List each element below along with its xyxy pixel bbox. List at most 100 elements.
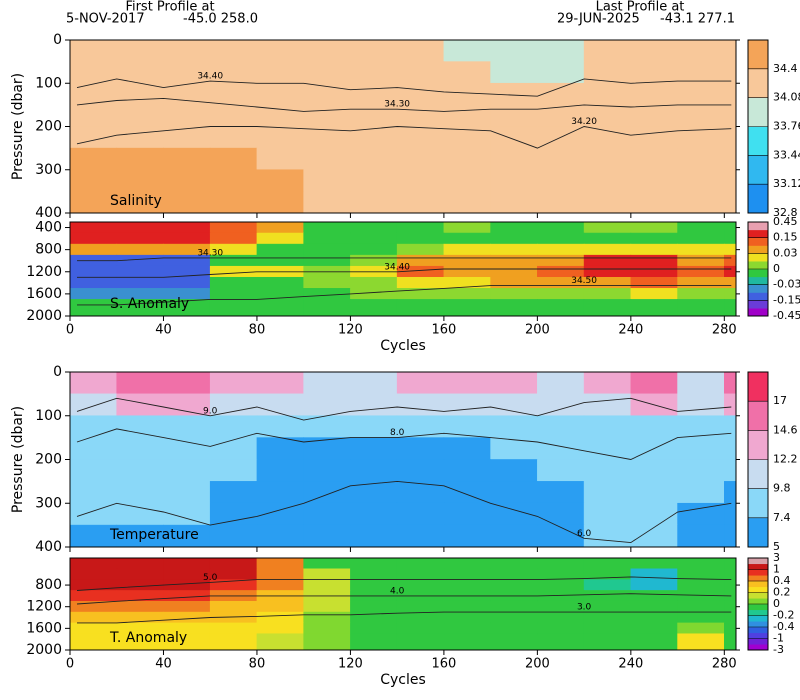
colorbar-label: 0.4 xyxy=(773,574,791,587)
cell xyxy=(443,600,491,613)
cell xyxy=(163,415,211,438)
cell xyxy=(256,104,304,127)
cell xyxy=(209,524,258,547)
x-tick-label: 280 xyxy=(712,323,737,338)
cell xyxy=(396,126,445,149)
cell xyxy=(396,232,445,245)
cell xyxy=(724,243,736,256)
cell xyxy=(256,232,304,245)
colorbar-swatch xyxy=(748,632,768,639)
cell xyxy=(256,600,304,613)
colorbar-swatch xyxy=(748,155,768,185)
contour-label: 34.50 xyxy=(571,276,597,286)
cell xyxy=(256,372,304,395)
colorbar-swatch xyxy=(748,126,768,156)
cell xyxy=(350,622,398,635)
cell xyxy=(163,169,211,192)
cell xyxy=(163,372,211,395)
cell xyxy=(209,437,258,460)
cell xyxy=(443,299,491,316)
cell xyxy=(537,502,585,526)
cell xyxy=(443,243,491,256)
cell xyxy=(724,568,736,580)
cell xyxy=(630,590,678,602)
contour-label: 5.0 xyxy=(203,573,218,583)
cell xyxy=(396,633,445,650)
colorbar-swatch xyxy=(748,459,768,489)
cell xyxy=(490,61,538,84)
cell xyxy=(630,254,678,267)
cell xyxy=(396,524,445,547)
cell xyxy=(70,40,118,62)
cell xyxy=(630,169,678,192)
cell xyxy=(443,437,491,460)
colorbar-label: 32.8 xyxy=(773,206,798,219)
x-axis-label: Cycles xyxy=(380,338,426,354)
cell xyxy=(677,222,725,234)
cell xyxy=(630,82,678,106)
cell xyxy=(396,558,445,570)
cell xyxy=(583,222,632,234)
cell xyxy=(677,288,725,300)
contour-label: 34.30 xyxy=(197,248,223,258)
cell xyxy=(70,568,118,580)
cell xyxy=(350,372,398,395)
cell xyxy=(350,502,398,526)
colorbar-label: 0.45 xyxy=(773,215,798,228)
colorbar-label: -1 xyxy=(773,632,784,645)
cell xyxy=(116,415,164,438)
cell xyxy=(303,459,351,482)
cell xyxy=(677,61,725,84)
cell xyxy=(303,243,351,256)
cell xyxy=(677,633,725,650)
cell xyxy=(303,611,351,624)
colorbar-swatch xyxy=(748,284,768,293)
cell xyxy=(537,568,585,580)
field: 9.0 8.0 6.0 xyxy=(70,372,736,547)
cell xyxy=(490,579,538,591)
cell xyxy=(630,600,678,613)
cell xyxy=(209,288,258,300)
cell xyxy=(490,265,538,278)
y-axis-label: Pressure (dbar) xyxy=(10,73,26,180)
cell xyxy=(116,265,164,278)
cell xyxy=(303,633,351,650)
colorbar-label: -0.03 xyxy=(773,278,800,291)
cell xyxy=(537,288,585,300)
cell xyxy=(677,254,725,267)
cell xyxy=(677,579,725,591)
x-tick-label: 0 xyxy=(66,657,74,672)
cell xyxy=(350,568,398,580)
cell xyxy=(70,502,118,526)
colorbar-swatch xyxy=(748,97,768,127)
y-tick-label: 2000 xyxy=(26,642,62,658)
cell xyxy=(537,415,585,438)
field: 34.30 34.40 34.50 xyxy=(70,222,736,316)
cell xyxy=(70,437,118,460)
cell xyxy=(583,288,632,300)
cell xyxy=(677,481,725,504)
cell xyxy=(583,415,632,438)
cell xyxy=(537,40,585,62)
cell xyxy=(443,61,491,84)
y-tick-label: 2000 xyxy=(26,308,62,324)
cell xyxy=(583,232,632,245)
cell xyxy=(256,299,304,316)
cell xyxy=(677,82,725,106)
cell xyxy=(490,126,538,149)
cell xyxy=(396,393,445,417)
cell xyxy=(396,611,445,624)
panel-label: T. Anomaly xyxy=(109,630,187,646)
cell xyxy=(396,459,445,482)
cell xyxy=(677,524,725,547)
cell xyxy=(724,126,736,149)
x-tick-label: 160 xyxy=(431,323,456,338)
cell xyxy=(350,243,398,256)
cell xyxy=(490,524,538,547)
cell xyxy=(490,568,538,580)
cell xyxy=(209,633,258,650)
cell xyxy=(303,61,351,84)
cell xyxy=(163,558,211,570)
cell xyxy=(116,276,164,289)
colorbar-label: 0.2 xyxy=(773,586,791,599)
